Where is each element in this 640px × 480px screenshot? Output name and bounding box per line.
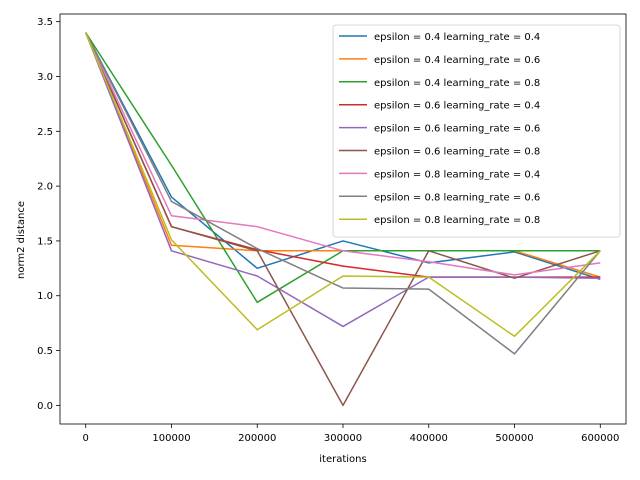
legend-label-7: epsilon = 0.8 learning_rate = 0.4 — [374, 169, 540, 180]
legend-label-4: epsilon = 0.6 learning_rate = 0.4 — [374, 101, 540, 112]
y-tick-label: 0.0 — [37, 401, 53, 412]
legend-label-8: epsilon = 0.8 learning_rate = 0.6 — [374, 192, 540, 203]
y-axis: 0.0 0.5 1.0 1.5 2.0 2.5 3.0 3.5 — [37, 17, 60, 412]
series-line-5 — [85, 32, 601, 328]
x-tick-label: 100000 — [152, 433, 190, 444]
legend-label-5: epsilon = 0.6 learning_rate = 0.6 — [374, 124, 540, 135]
legend-label-1: epsilon = 0.4 learning_rate = 0.4 — [374, 32, 540, 43]
x-tick-label: 200000 — [238, 433, 276, 444]
x-tick-label: 600000 — [581, 433, 619, 444]
series-line-6 — [85, 32, 601, 407]
y-tick-label: 2.0 — [37, 182, 53, 193]
y-tick-label: 3.5 — [37, 17, 53, 28]
y-tick-label: 1.0 — [37, 291, 53, 302]
legend-label-9: epsilon = 0.8 learning_rate = 0.8 — [374, 215, 540, 226]
plot-area — [85, 32, 601, 407]
legend: epsilon = 0.4 learning_rate = 0.4 epsilon… — [332, 24, 621, 238]
plot-frame — [59, 13, 627, 425]
series-line-9 — [85, 32, 601, 338]
series-line-1 — [85, 32, 601, 281]
x-axis: 0 100000 200000 300000 400000 500000 600000 — [83, 424, 619, 444]
y-tick-label: 1.5 — [37, 236, 53, 247]
y-tick-label: 0.5 — [37, 346, 53, 357]
y-axis-label: norm2 distance — [16, 201, 27, 279]
legend-label-2: epsilon = 0.4 learning_rate = 0.6 — [374, 55, 540, 66]
x-axis-label: iterations — [319, 454, 366, 465]
series-line-8 — [85, 32, 601, 355]
legend-label-3: epsilon = 0.4 learning_rate = 0.8 — [374, 78, 540, 89]
y-tick-label: 2.5 — [37, 127, 53, 138]
legend-box — [332, 24, 621, 238]
x-tick-label: 400000 — [410, 433, 448, 444]
x-tick-label: 0 — [83, 433, 89, 444]
legend-label-6: epsilon = 0.6 learning_rate = 0.8 — [374, 147, 540, 158]
x-tick-label: 500000 — [495, 433, 533, 444]
series-line-7 — [85, 32, 601, 276]
y-tick-label: 3.0 — [37, 72, 53, 83]
x-tick-label: 300000 — [324, 433, 362, 444]
